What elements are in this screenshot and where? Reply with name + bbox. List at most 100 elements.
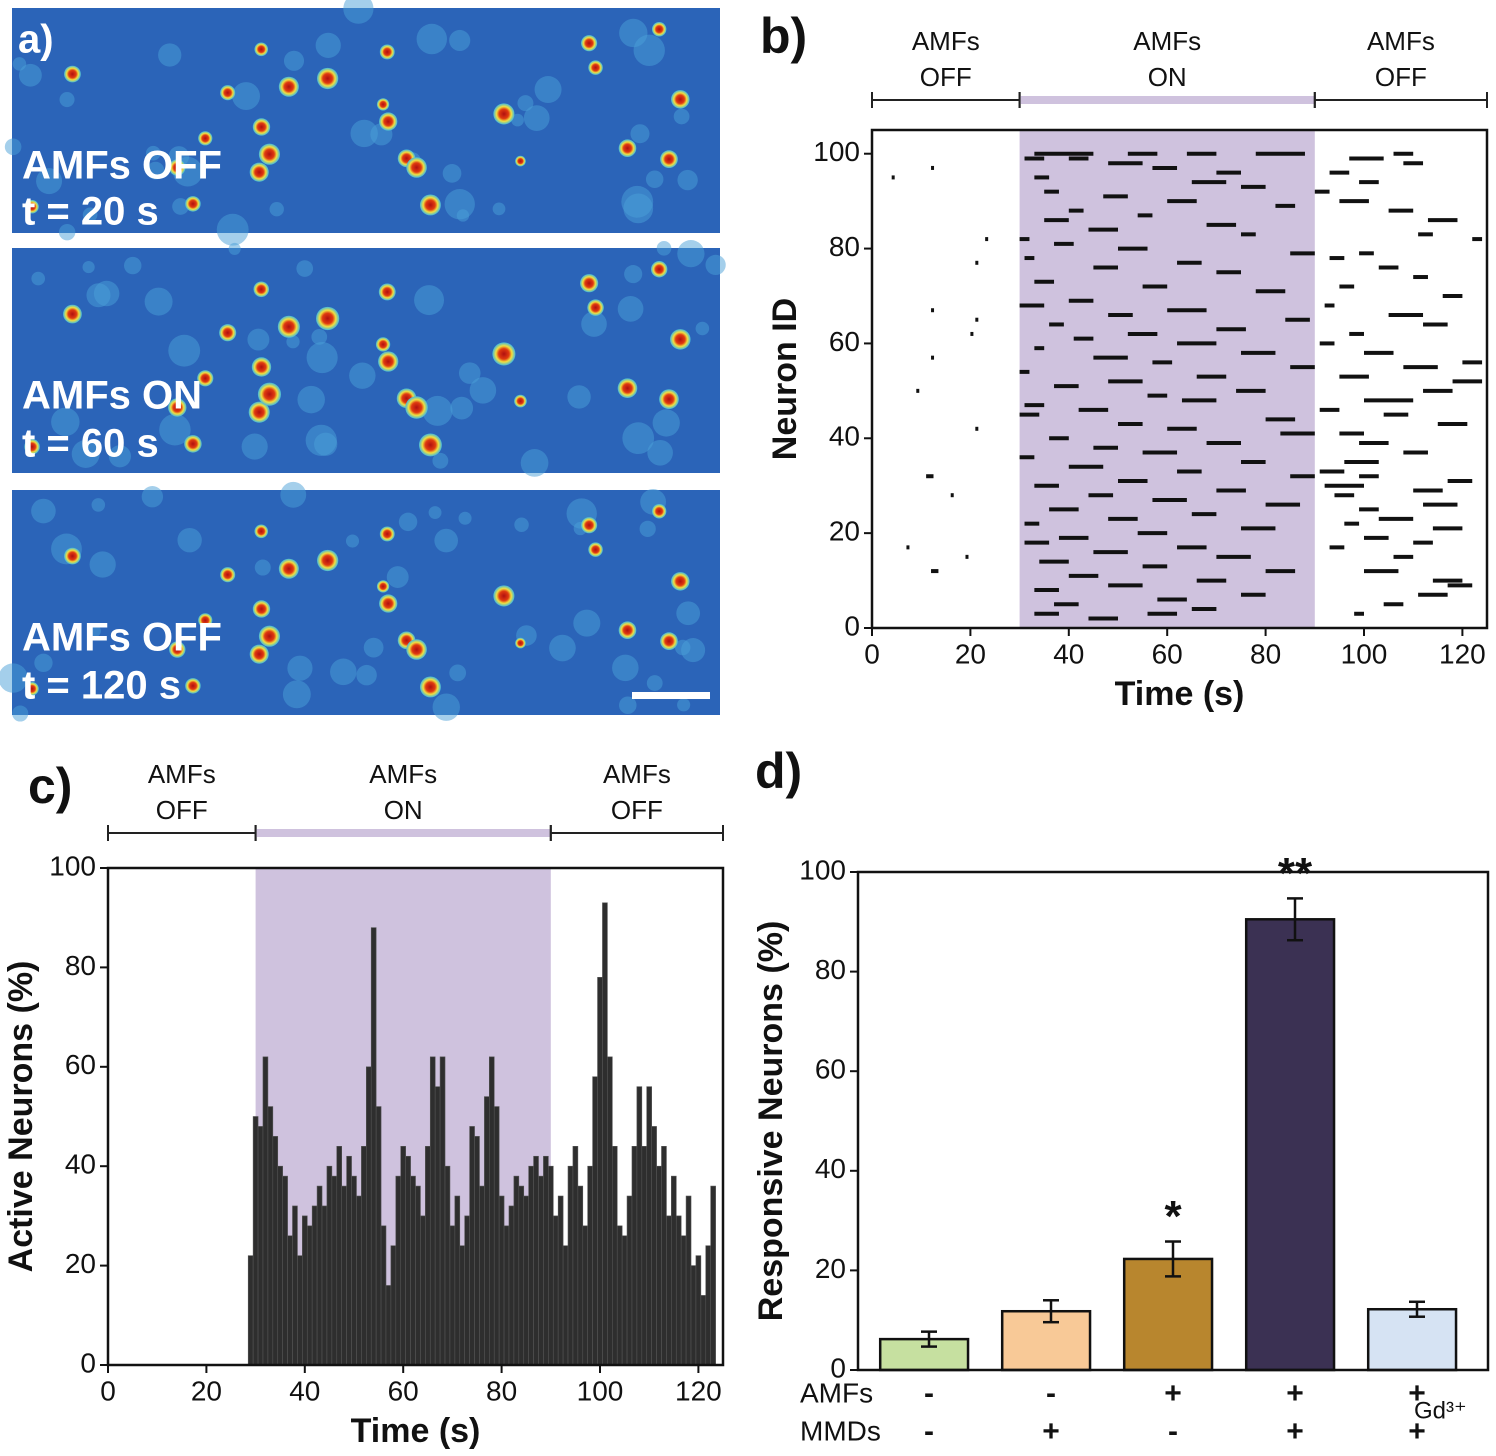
active-cell	[588, 542, 603, 557]
activity-bar	[671, 1175, 677, 1366]
cell-glow	[458, 511, 472, 525]
activity-bar	[341, 1185, 347, 1366]
activity-bar	[311, 1205, 318, 1366]
active-cell	[379, 594, 398, 613]
activity-bar	[518, 1185, 525, 1366]
active-cell	[277, 315, 300, 338]
condition-sign: +	[1042, 1415, 1060, 1448]
cell-glow	[0, 663, 28, 693]
activity-bar	[434, 1086, 441, 1366]
active-cell	[25, 682, 39, 696]
bar	[1244, 918, 1336, 1372]
image-frame: AMFs ONt = 60 s	[12, 240, 726, 477]
activity-bar	[474, 1136, 480, 1366]
condition-name: MMDs	[800, 1415, 881, 1446]
y-tick-label: 20	[829, 516, 860, 547]
activity-bar	[297, 1255, 303, 1366]
stimulus-shade	[1019, 130, 1315, 628]
phase-label: OFF	[156, 795, 208, 825]
activity-bar	[420, 1215, 426, 1366]
phase-label: AMFs	[912, 26, 980, 56]
x-tick-label: 0	[864, 638, 880, 669]
y-tick-label: 60	[815, 1054, 846, 1085]
cell-glow	[633, 34, 665, 67]
cell-glow	[398, 512, 418, 532]
activity-bar	[646, 1086, 652, 1366]
error-bar	[1287, 897, 1303, 942]
cell-glow	[581, 311, 607, 337]
activity-bar	[577, 1185, 584, 1366]
active-cell	[25, 200, 39, 214]
cell-glow	[31, 498, 56, 524]
cell-glow	[677, 169, 698, 191]
active-cell	[588, 60, 603, 75]
y-tick-label: 80	[815, 954, 846, 985]
y-tick-label: 40	[829, 421, 860, 452]
cell-glow	[624, 265, 643, 284]
cell-glow	[647, 439, 673, 466]
activity-bar	[247, 1255, 254, 1366]
active-cell	[670, 329, 691, 350]
condition-name: AMFs	[800, 1377, 873, 1408]
activity-bar	[572, 1146, 579, 1366]
active-cell	[252, 118, 271, 136]
phase-label: AMFs	[1367, 26, 1435, 56]
active-cell	[253, 281, 270, 298]
phase-label: OFF	[611, 795, 663, 825]
cell-glow	[36, 168, 63, 195]
cell-glow	[254, 559, 271, 576]
activity-bar	[361, 1146, 367, 1366]
active-cell	[581, 517, 598, 534]
active-cell	[580, 274, 599, 293]
condition-sign: +	[1164, 1377, 1182, 1410]
condition-sign: -	[924, 1415, 934, 1448]
active-cell	[418, 433, 442, 457]
active-cell	[375, 337, 391, 352]
activity-bar	[592, 1076, 598, 1366]
activity-bar	[484, 1096, 490, 1366]
x-tick-label: 20	[191, 1375, 222, 1406]
panel-label: d)	[755, 743, 802, 799]
active-cell	[406, 157, 427, 178]
cell-glow	[386, 566, 409, 589]
cell-glow	[145, 145, 161, 161]
cell-glow	[34, 653, 53, 673]
active-cell	[252, 600, 271, 618]
cell-glow	[144, 287, 173, 316]
cell-glow	[282, 680, 311, 709]
cell-glow	[356, 664, 377, 686]
y-tick-label: 60	[65, 1049, 96, 1080]
cell-glow	[86, 283, 111, 308]
x-tick-label: 0	[100, 1375, 116, 1406]
activity-bar	[621, 1235, 628, 1366]
cell-glow	[677, 240, 705, 268]
cell-glow	[622, 422, 655, 455]
activity-bar	[548, 1165, 554, 1366]
activity-bar	[287, 1235, 293, 1366]
cell-glow	[520, 449, 549, 477]
active-cell	[316, 306, 340, 331]
activity-bar	[710, 1185, 716, 1366]
active-cell	[419, 194, 441, 216]
activity-bar	[464, 1215, 470, 1366]
cell-glow	[12, 705, 29, 722]
active-cell	[254, 42, 269, 57]
y-tick-label: 60	[829, 326, 860, 357]
cell-glow	[612, 654, 639, 682]
active-cell	[515, 155, 526, 167]
frame-time: t = 60 s	[22, 422, 159, 466]
active-cell	[379, 526, 395, 542]
cell-glow	[216, 213, 249, 246]
cell-glow	[168, 334, 201, 367]
cell-glow	[51, 407, 80, 437]
phase-label: OFF	[920, 62, 972, 92]
plot-frame	[856, 870, 1490, 1372]
cell-glow	[514, 517, 529, 533]
active-cell	[169, 641, 186, 658]
active-cell	[317, 67, 339, 90]
cell-glow	[549, 634, 576, 662]
activity-bar	[700, 1295, 707, 1366]
active-cell	[587, 299, 604, 316]
cell-glow	[172, 198, 189, 215]
activity-bar	[390, 1245, 397, 1366]
